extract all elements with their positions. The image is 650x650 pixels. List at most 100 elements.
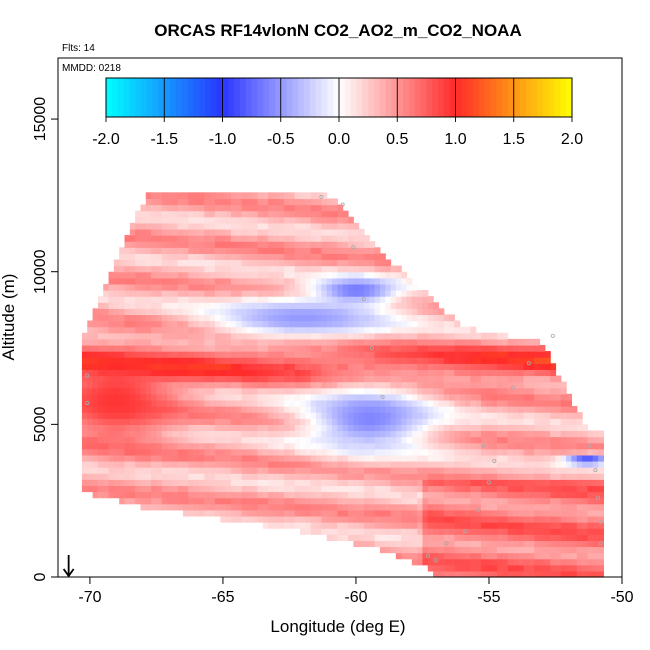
heatmap-cell bbox=[406, 344, 413, 352]
heatmap-cell bbox=[140, 369, 147, 377]
colorbar-segment bbox=[537, 78, 544, 117]
heatmap-cell bbox=[129, 222, 136, 230]
heatmap-cell bbox=[252, 375, 259, 383]
heatmap-cell bbox=[92, 412, 99, 419]
heatmap-cell bbox=[342, 528, 349, 535]
heatmap-cell bbox=[273, 381, 280, 389]
heatmap-cell bbox=[193, 387, 200, 395]
heatmap-cell bbox=[119, 418, 126, 425]
heatmap-cell bbox=[92, 491, 99, 499]
heatmap-cell bbox=[167, 479, 173, 487]
heatmap-cell bbox=[587, 540, 594, 548]
heatmap-cell bbox=[385, 387, 392, 395]
heatmap-cell bbox=[284, 241, 291, 248]
heatmap-cell bbox=[459, 564, 466, 572]
heatmap-cell bbox=[257, 509, 264, 517]
heatmap-cell bbox=[321, 326, 328, 334]
heatmap-cell bbox=[385, 259, 392, 267]
heatmap-cell bbox=[523, 430, 530, 438]
heatmap-cell bbox=[268, 406, 275, 413]
heatmap-cell bbox=[156, 210, 163, 218]
heatmap-cell bbox=[459, 570, 466, 578]
heatmap-cell bbox=[598, 430, 604, 438]
heatmap-cell bbox=[592, 479, 599, 487]
heatmap-cell bbox=[252, 290, 259, 297]
heatmap-cell bbox=[379, 534, 386, 541]
heatmap-cell bbox=[145, 381, 152, 389]
heatmap-cell bbox=[449, 522, 455, 529]
heatmap-cell bbox=[316, 454, 322, 462]
heatmap-cell bbox=[268, 473, 275, 480]
heatmap-cell bbox=[550, 570, 557, 578]
heatmap-cell bbox=[289, 460, 296, 468]
heatmap-cell bbox=[161, 406, 168, 413]
heatmap-cell bbox=[459, 479, 466, 487]
heatmap-cell bbox=[230, 332, 237, 340]
heatmap-cell bbox=[97, 332, 104, 340]
heatmap-cell bbox=[481, 412, 487, 419]
heatmap-cell bbox=[459, 448, 466, 456]
heatmap-cell bbox=[119, 363, 126, 370]
heatmap-cell bbox=[449, 503, 455, 511]
heatmap-cell bbox=[151, 473, 158, 480]
heatmap-cell bbox=[294, 332, 301, 340]
heatmap-cell bbox=[236, 210, 243, 218]
heatmap-cell bbox=[108, 357, 115, 364]
heatmap-cell bbox=[172, 351, 179, 358]
heatmap-cell bbox=[512, 369, 519, 377]
heatmap-cell bbox=[337, 296, 344, 303]
heatmap-cell bbox=[92, 351, 99, 358]
heatmap-cell bbox=[97, 491, 104, 499]
colorbar-segment bbox=[472, 78, 480, 117]
heatmap-cell bbox=[544, 522, 551, 529]
heatmap-cell bbox=[534, 406, 541, 413]
heatmap-cell bbox=[539, 387, 546, 395]
heatmap-cell bbox=[113, 363, 120, 370]
x-tick-label: -60 bbox=[344, 589, 367, 606]
heatmap-cell bbox=[230, 375, 237, 383]
heatmap-cell bbox=[555, 503, 562, 511]
heatmap-cell bbox=[342, 344, 349, 352]
heatmap-cell bbox=[300, 491, 307, 499]
heatmap-cell bbox=[406, 497, 413, 505]
heatmap-cell bbox=[566, 515, 573, 523]
heatmap-cell bbox=[268, 436, 275, 444]
heatmap-cell bbox=[363, 375, 370, 383]
heatmap-cell bbox=[167, 198, 173, 206]
heatmap-cell bbox=[443, 406, 450, 413]
heatmap-cell bbox=[512, 412, 519, 419]
heatmap-cell bbox=[284, 332, 291, 340]
heatmap-cell bbox=[353, 235, 360, 242]
heatmap-cell bbox=[204, 332, 211, 340]
heatmap-cell bbox=[310, 467, 317, 474]
heatmap-cell bbox=[113, 369, 120, 377]
heatmap-cell bbox=[326, 222, 333, 230]
heatmap-cell bbox=[496, 534, 503, 541]
heatmap-cell bbox=[459, 522, 466, 529]
heatmap-cell bbox=[289, 235, 296, 242]
heatmap-cell bbox=[214, 326, 221, 334]
heatmap-cell bbox=[135, 473, 142, 480]
heatmap-cell bbox=[151, 241, 158, 248]
heatmap-cell bbox=[193, 485, 200, 493]
heatmap-cell bbox=[300, 454, 307, 462]
heatmap-cell bbox=[257, 247, 264, 254]
heatmap-cell bbox=[353, 485, 360, 493]
heatmap-cell bbox=[151, 399, 158, 407]
heatmap-cell bbox=[395, 430, 402, 438]
heatmap-cell bbox=[433, 393, 440, 401]
heatmap-cell bbox=[273, 387, 280, 395]
heatmap-cell bbox=[496, 491, 503, 499]
heatmap-cell bbox=[246, 308, 253, 316]
heatmap-cell bbox=[220, 515, 227, 523]
heatmap-cell bbox=[145, 424, 152, 432]
heatmap-cell bbox=[156, 503, 163, 511]
heatmap-cell bbox=[427, 491, 434, 499]
heatmap-cell bbox=[395, 424, 402, 432]
heatmap-cell bbox=[156, 228, 163, 236]
heatmap-cell bbox=[363, 369, 370, 377]
heatmap-cell bbox=[129, 332, 136, 340]
heatmap-cell bbox=[177, 460, 184, 468]
heatmap-cell bbox=[502, 344, 509, 352]
heatmap-cell bbox=[353, 442, 360, 450]
